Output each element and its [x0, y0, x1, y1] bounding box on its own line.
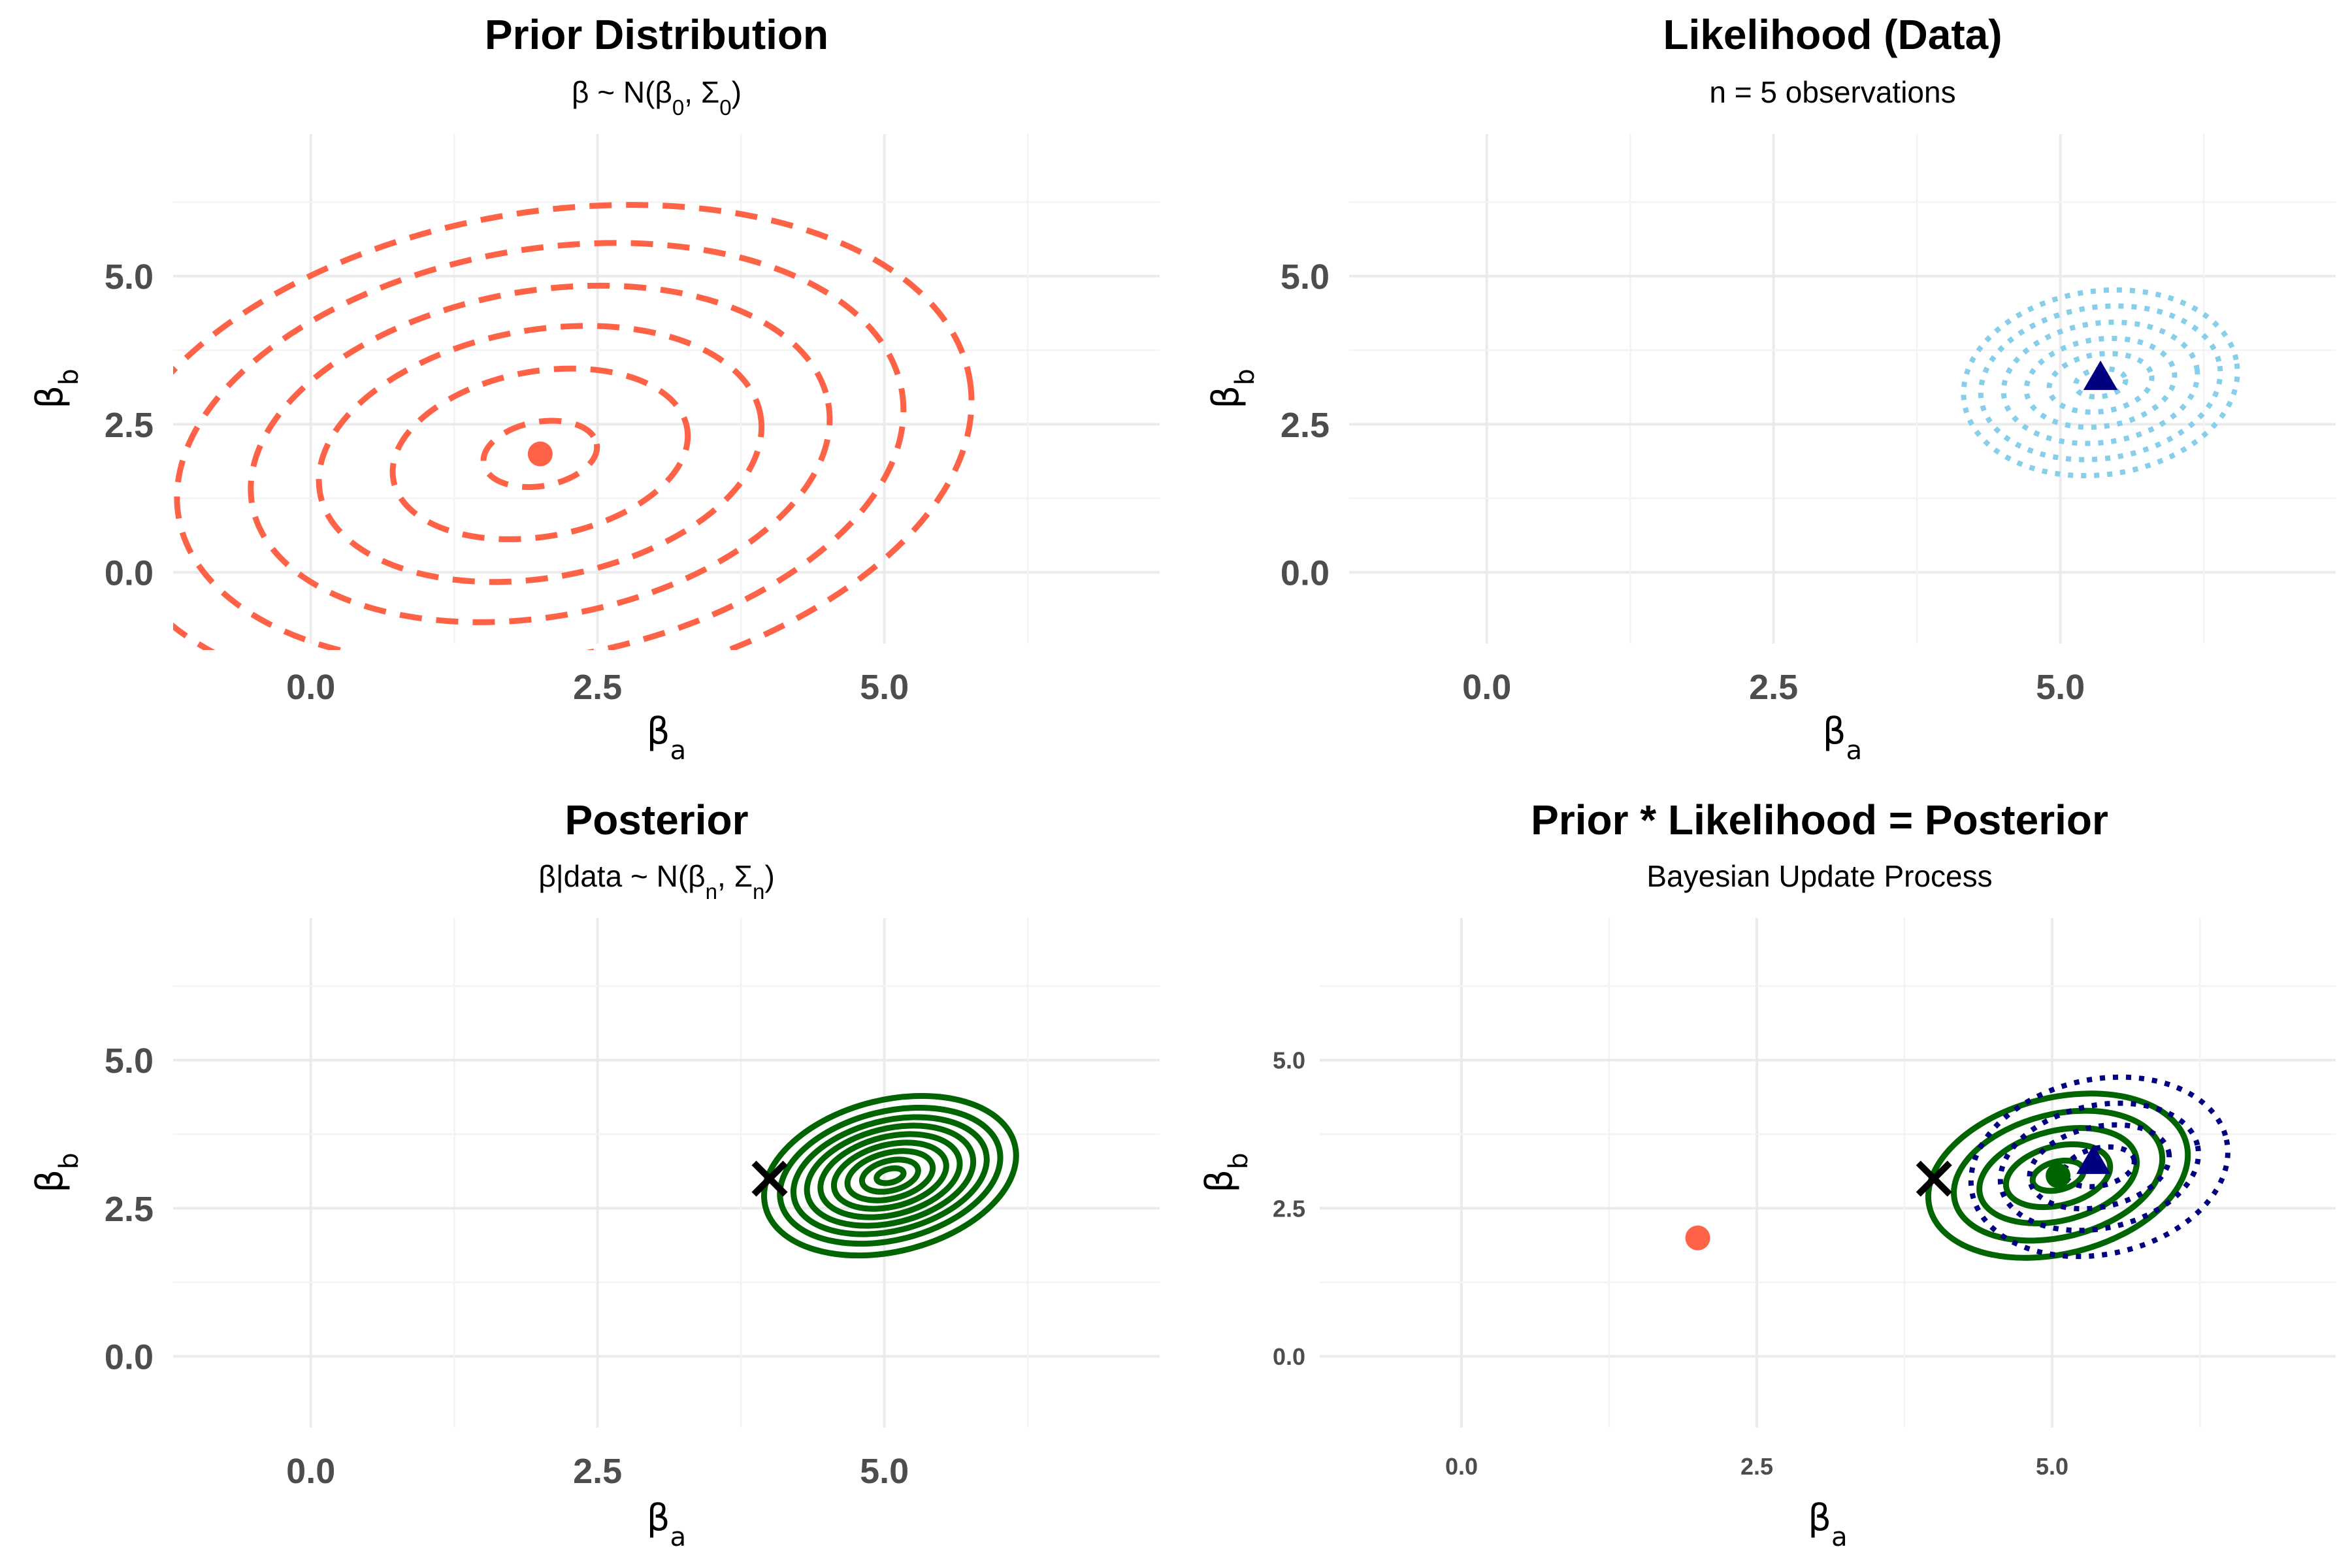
y-axis-label: βb: [29, 368, 84, 408]
point-marker: [2083, 360, 2118, 390]
x-tick-label: 2.5: [573, 1452, 622, 1491]
panel-prior: Prior Distribution β ~ N(β0, Σ0) 0.0 2.5 5.0…: [29, 11, 1160, 766]
y-axis-label: βb: [1205, 368, 1260, 408]
contour-line: [316, 323, 765, 585]
y-tick-label: 2.5: [105, 406, 154, 445]
y-tick-label: 5.0: [1273, 1047, 1305, 1074]
y-axis-label: βb: [29, 1152, 84, 1192]
contour-line: [830, 1139, 949, 1212]
panel-combined: Prior * Likelihood = Posterior Bayesian U…: [1198, 796, 2336, 1552]
y-tick-label: 5.0: [105, 257, 154, 297]
x-axis-label: βa: [1808, 1497, 1847, 1552]
contour-line: [248, 282, 833, 625]
contour-line: [1997, 1100, 2201, 1233]
y-tick-label: 0.0: [1281, 554, 1330, 593]
contour-line: [790, 1114, 990, 1237]
contour-line: [1925, 1090, 2191, 1261]
contour-line: [2027, 1122, 2172, 1212]
panel-title: Likelihood (Data): [1663, 11, 2002, 58]
x-tick-label: 0.0: [286, 668, 335, 707]
point-marker: [751, 1160, 788, 1197]
contour-line: [2046, 351, 2155, 415]
x-tick-label: 5.0: [2036, 668, 2085, 707]
x-tick-label: 5.0: [860, 1452, 909, 1491]
panel-subtitle: Bayesian Update Process: [1646, 859, 1992, 893]
panel-subtitle: β|data ~ N(βn, Σn): [538, 859, 775, 904]
contour-line: [761, 1092, 1019, 1259]
panel-title: Posterior: [565, 796, 749, 843]
x-tick-label: 0.0: [1462, 668, 1511, 707]
contour-group: [173, 202, 975, 650]
contour-line: [1976, 1125, 2140, 1227]
x-tick-label: 5.0: [2036, 1453, 2068, 1480]
panel-posterior: Posterior β|data ~ N(βn, Σn) 0.0 2.5 5.0 0.0 2…: [29, 796, 1160, 1552]
x-tick-label: 0.0: [286, 1452, 335, 1491]
y-tick-label: 5.0: [105, 1041, 154, 1081]
y-axis-label: βb: [1198, 1152, 1254, 1192]
panel-subtitle: n = 5 observations: [1709, 75, 1955, 109]
contour-line: [480, 417, 600, 491]
y-tick-label: 2.5: [105, 1190, 154, 1229]
x-tick-label: 2.5: [573, 668, 622, 707]
plot-area: [751, 1092, 1019, 1259]
x-axis-label: βa: [647, 710, 686, 766]
contour-line: [1978, 303, 2223, 463]
contour-line: [874, 1165, 907, 1186]
grid: [173, 134, 1160, 644]
y-tick-label: 2.5: [1281, 406, 1330, 445]
point-marker: [1916, 1160, 1952, 1197]
x-axis-label: βa: [1823, 710, 1862, 766]
contour-line: [858, 1156, 921, 1195]
panel-title: Prior * Likelihood = Posterior: [1531, 796, 2108, 843]
x-axis-label: βa: [647, 1497, 686, 1552]
y-tick-label: 5.0: [1281, 257, 1330, 297]
grid: [1320, 918, 2336, 1428]
contour-line: [389, 365, 691, 542]
y-tick-label: 0.0: [1273, 1343, 1305, 1370]
grid: [1349, 134, 2336, 644]
plot-area: [173, 202, 975, 650]
point-marker: [2076, 1144, 2111, 1174]
contour-group: [761, 1092, 1019, 1259]
contour-line: [174, 240, 907, 650]
point-marker: [527, 441, 553, 466]
contour-group: [1925, 1090, 2191, 1261]
panel-title: Prior Distribution: [485, 11, 828, 58]
contour-line: [844, 1148, 936, 1203]
y-tick-label: 2.5: [1273, 1195, 1305, 1222]
contour-line: [777, 1104, 1004, 1247]
x-tick-label: 0.0: [1445, 1453, 1478, 1480]
contour-line: [2001, 319, 2200, 446]
x-tick-label: 2.5: [1749, 668, 1798, 707]
contour-line: [2002, 1141, 2114, 1211]
x-tick-label: 5.0: [860, 668, 909, 707]
y-tick-label: 0.0: [105, 554, 154, 593]
contour-line: [1961, 287, 2240, 479]
panel-likelihood: Likelihood (Data) n = 5 observations 0.0 2.…: [1205, 11, 2336, 766]
x-tick-label: 2.5: [1740, 1453, 1773, 1480]
contour-line: [1951, 1107, 2166, 1244]
contour-line: [2023, 335, 2178, 430]
point-marker: [1685, 1225, 1710, 1250]
point-marker: [2046, 1163, 2071, 1188]
contour-line: [817, 1131, 963, 1220]
panel-subtitle: β ~ N(β0, Σ0): [572, 75, 742, 120]
contour-line: [173, 202, 975, 650]
y-tick-label: 0.0: [105, 1338, 154, 1377]
plot-area: [1961, 287, 2240, 479]
plot-area: [1685, 1074, 2230, 1261]
contour-line: [804, 1122, 977, 1229]
